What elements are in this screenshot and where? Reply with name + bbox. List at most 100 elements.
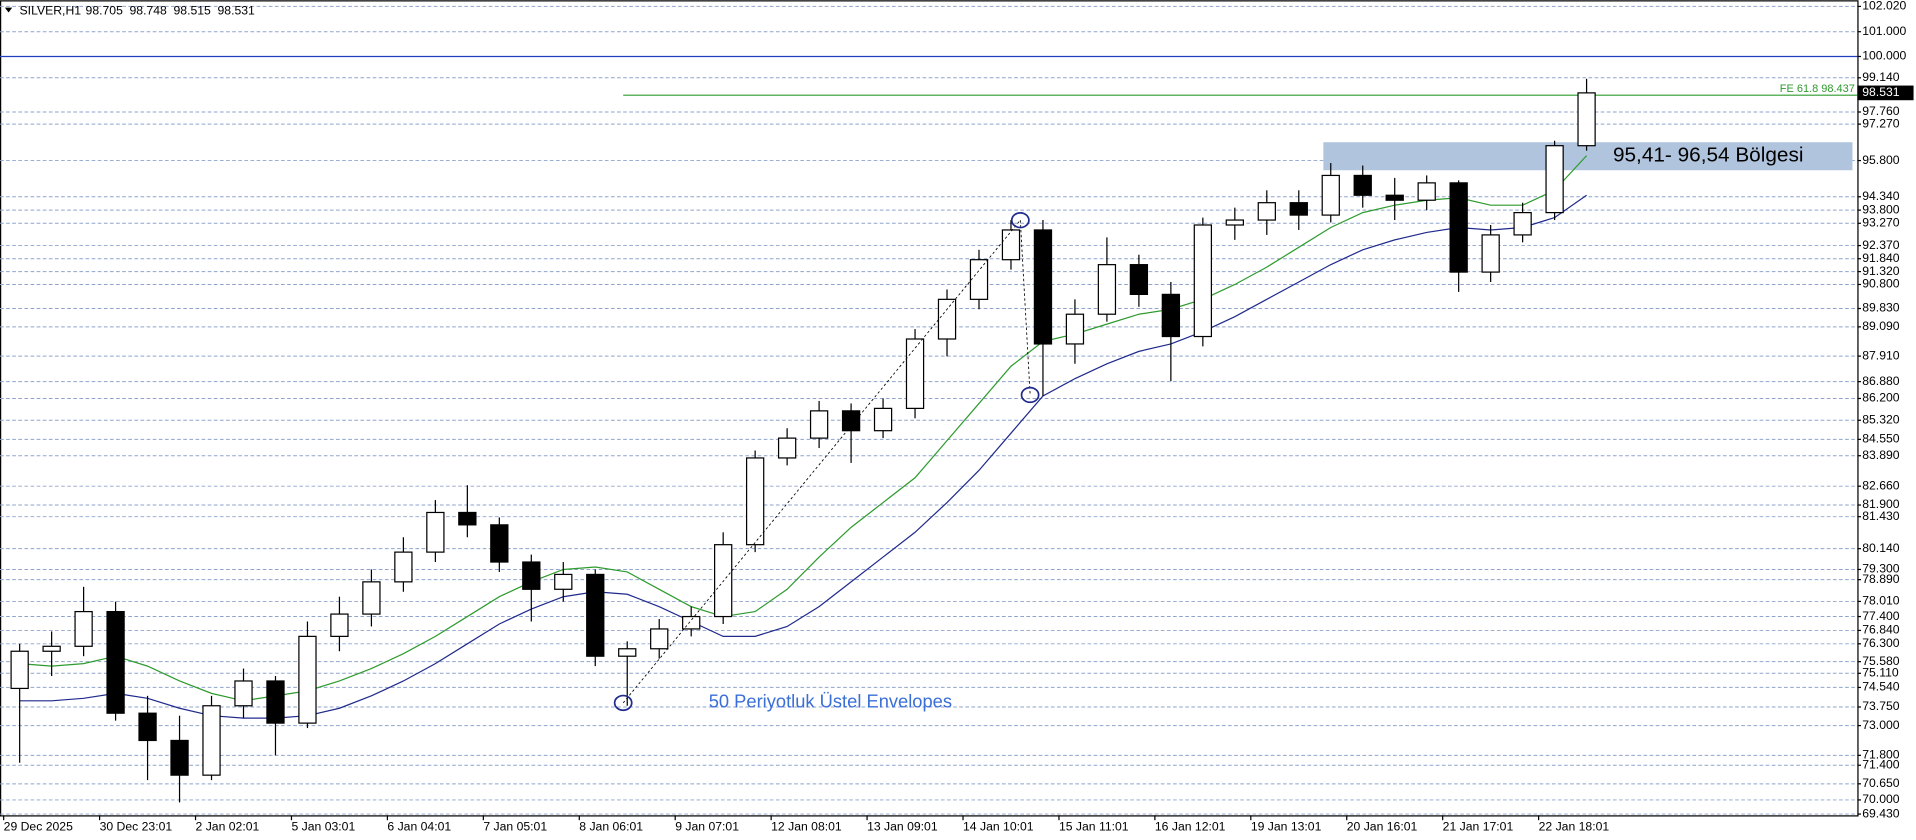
y-tick-label: 78.010 <box>1862 594 1900 608</box>
candle-body <box>234 680 253 707</box>
candle-body <box>266 680 285 724</box>
candle-body <box>42 645 61 652</box>
candle-body <box>1577 92 1596 147</box>
candle-body <box>1385 194 1404 201</box>
y-tick-label: 89.090 <box>1862 319 1900 333</box>
candle-body <box>74 610 93 647</box>
y-tick-label: 81.900 <box>1862 497 1900 511</box>
fe-label: FE 61.8 98.437 <box>1780 83 1855 95</box>
y-tick-label: 77.400 <box>1862 609 1900 623</box>
y-tick-label: 97.760 <box>1862 104 1900 118</box>
candle-body <box>1193 224 1213 338</box>
x-tick-label: 8 Jan 06:01 <box>579 820 643 834</box>
y-tick-label: 91.320 <box>1862 264 1900 278</box>
annotations <box>613 212 1040 712</box>
candle-body <box>1161 293 1181 338</box>
candle-body <box>1353 174 1372 196</box>
y-tick-label: 86.200 <box>1862 391 1900 405</box>
y-tick-label: 75.580 <box>1862 654 1900 668</box>
x-tick-label: 29 Dec 2025 <box>4 820 73 834</box>
x-tick-label: 15 Jan 11:01 <box>1059 820 1129 834</box>
candle-body <box>522 561 541 590</box>
y-tick-label: 100.000 <box>1862 49 1906 63</box>
candle-body <box>394 551 413 583</box>
x-tick-label: 14 Jan 10:01 <box>963 820 1034 834</box>
header-price: 98.705 <box>86 3 124 17</box>
zone-label: 95,41- 96,54 Bölgesi <box>1613 144 1804 167</box>
menu-arrow <box>4 7 13 13</box>
y-tick-label: 70.000 <box>1862 792 1900 806</box>
marker-circle <box>1010 212 1030 229</box>
x-tick-label: 5 Jan 03:01 <box>291 820 355 834</box>
y-tick-label: 75.110 <box>1862 666 1899 680</box>
candle-body <box>937 298 957 340</box>
candle-body <box>650 628 669 650</box>
y-tick-label: 90.800 <box>1862 277 1900 291</box>
candle-body <box>1513 211 1532 236</box>
candle-body <box>1001 229 1021 261</box>
y-tick-label: 91.840 <box>1862 251 1900 265</box>
x-tick-label: 7 Jan 05:01 <box>483 820 547 834</box>
y-tick-label: 76.840 <box>1862 623 1900 637</box>
y-tick-label: 86.880 <box>1862 374 1900 388</box>
candle-body <box>202 705 221 776</box>
x-tick-label: 13 Jan 09:01 <box>867 820 938 834</box>
y-tick-label: 79.300 <box>1862 562 1900 576</box>
candle-body <box>1129 264 1149 295</box>
candle-body <box>969 259 989 300</box>
y-tick-label: 87.910 <box>1862 348 1900 362</box>
y-tick-label: 102.020 <box>1862 0 1906 13</box>
marker-circle <box>613 694 633 712</box>
y-tick-label: 94.340 <box>1862 189 1900 203</box>
y-tick-label: 83.890 <box>1862 448 1900 462</box>
candle-body <box>809 410 829 439</box>
x-tick-label: 9 Jan 07:01 <box>675 820 739 834</box>
x-tick-label: 20 Jan 16:01 <box>1347 820 1418 834</box>
candle-body <box>1321 174 1340 216</box>
x-tick-label: 2 Jan 02:01 <box>196 820 260 834</box>
main-layer <box>10 78 1596 803</box>
candle-body <box>1545 145 1564 214</box>
y-tick-label: 101.000 <box>1862 24 1906 38</box>
candle-body <box>1033 229 1053 345</box>
candle-body <box>586 573 605 657</box>
candle-body <box>1449 182 1468 273</box>
y-tick-label: 71.400 <box>1862 757 1900 771</box>
envelope-annotation: 50 Periyotluk Üstel Envelopes <box>709 691 952 712</box>
y-tick-label: 93.270 <box>1862 215 1900 229</box>
candle-body <box>1289 202 1308 216</box>
candle-body <box>1065 313 1085 345</box>
header-price: 98.748 <box>130 3 168 17</box>
y-tick-label: 97.270 <box>1862 116 1900 130</box>
x-tick-label: 16 Jan 12:01 <box>1155 820 1226 834</box>
candle-body <box>1097 264 1117 315</box>
y-tick-label: 95.800 <box>1862 153 1900 167</box>
x-tick-label: 19 Jan 13:01 <box>1251 820 1322 834</box>
candle-body <box>1417 182 1436 201</box>
y-tick-label: 73.000 <box>1862 718 1900 732</box>
header: SILVER,H1 <box>4 3 81 17</box>
marker-circle <box>1020 386 1040 404</box>
x-tick-label: 21 Jan 17:01 <box>1443 820 1514 834</box>
candle-body <box>905 338 925 409</box>
candle-body <box>1481 234 1500 273</box>
candle-body <box>298 635 317 724</box>
candle-body <box>458 511 477 526</box>
y-tick-label: 70.650 <box>1862 776 1900 790</box>
candle-body <box>1257 202 1276 221</box>
candle-body <box>330 613 349 637</box>
grid-layer: 95,41- 96,54 Bölgesi FE 61.8 98.437 <box>0 5 1858 815</box>
x-tick-label: 22 Jan 18:01 <box>1539 820 1610 834</box>
y-tick-label: 73.750 <box>1862 699 1900 713</box>
y-tick-label: 82.660 <box>1862 478 1900 492</box>
trend-line <box>622 219 1021 704</box>
y-tick-label: 69.430 <box>1862 806 1900 820</box>
candle-body <box>777 437 797 459</box>
y-tick-label: 76.300 <box>1862 636 1900 650</box>
y-tick-label: 74.540 <box>1862 680 1900 694</box>
y-tick-label: 85.320 <box>1862 412 1900 426</box>
x-tick-label: 30 Dec 23:01 <box>100 820 173 834</box>
candle-body <box>841 410 861 432</box>
candle-body <box>138 712 157 742</box>
